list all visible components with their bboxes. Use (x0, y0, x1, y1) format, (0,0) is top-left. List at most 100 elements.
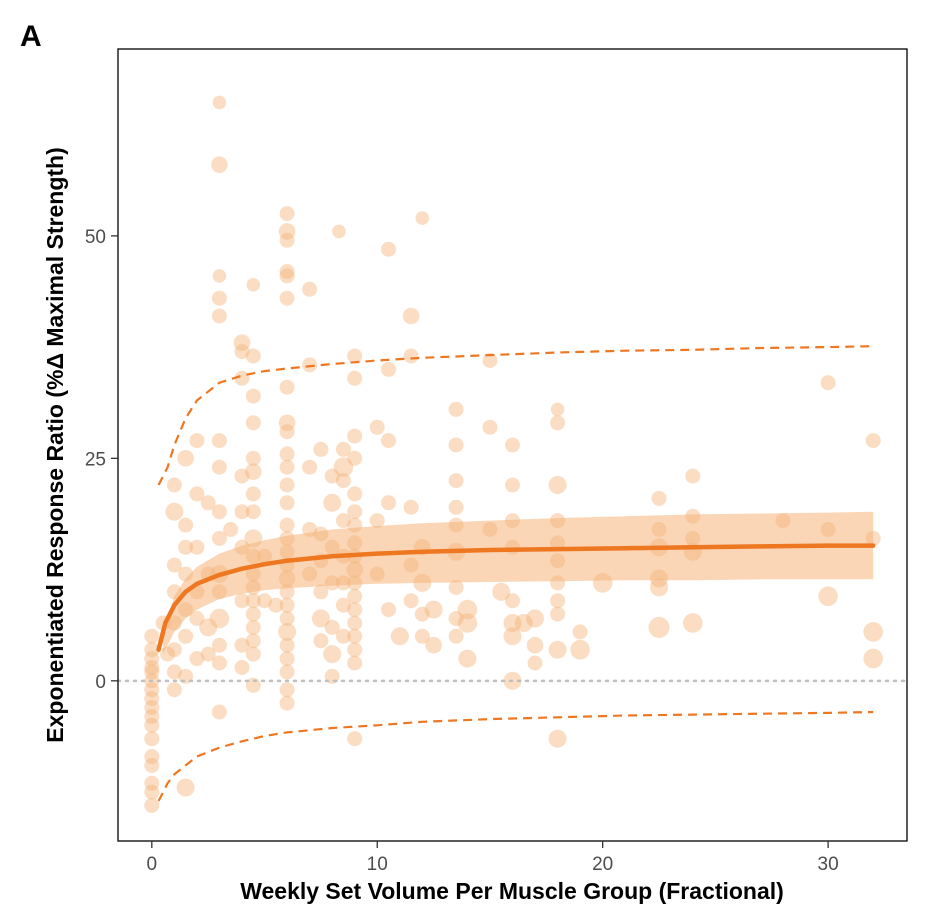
data-point-65 (234, 504, 250, 520)
data-point-92 (278, 223, 296, 240)
data-point-165 (369, 566, 385, 582)
data-point-226 (651, 490, 667, 506)
data-point-154 (346, 561, 364, 578)
data-point-203 (505, 539, 520, 555)
data-point-176 (403, 593, 419, 609)
data-point-110 (279, 597, 295, 613)
data-point-222 (548, 729, 567, 748)
data-point-164 (369, 513, 385, 529)
data-point-53 (211, 530, 227, 546)
data-point-172 (402, 307, 420, 325)
data-point-240 (818, 586, 838, 607)
data-point-131 (324, 539, 340, 555)
data-point-14 (144, 651, 160, 667)
data-point-85 (245, 633, 261, 649)
data-point-88 (257, 548, 272, 564)
data-point-171 (390, 627, 409, 646)
data-point-45 (212, 95, 227, 110)
data-point-7 (144, 708, 160, 724)
x-axis-title: Weekly Set Volume Per Muscle Group (Frac… (240, 878, 784, 904)
data-point-78 (244, 529, 263, 548)
data-point-69 (234, 660, 250, 675)
data-point-181 (414, 628, 430, 644)
data-point-9 (144, 691, 160, 707)
points-layer (144, 95, 883, 813)
data-point-177 (415, 211, 430, 225)
data-point-146 (347, 370, 363, 386)
data-point-192 (448, 628, 464, 644)
data-point-74 (245, 450, 261, 466)
data-point-150 (347, 504, 363, 520)
data-point-33 (178, 628, 194, 644)
data-point-23 (166, 615, 182, 631)
data-point-94 (279, 264, 295, 279)
data-point-75 (245, 463, 262, 481)
data-point-140 (335, 513, 351, 529)
data-point-167 (381, 361, 396, 377)
data-point-231 (648, 616, 670, 638)
data-point-180 (414, 606, 430, 622)
data-point-120 (302, 459, 318, 475)
data-point-79 (245, 548, 261, 564)
data-point-81 (245, 579, 261, 595)
data-point-195 (458, 649, 477, 668)
data-point-95 (279, 268, 295, 284)
data-point-129 (324, 468, 340, 484)
data-point-184 (448, 401, 464, 417)
data-point-80 (245, 566, 261, 582)
data-point-221 (548, 640, 567, 659)
data-point-48 (211, 290, 227, 306)
data-point-183 (425, 636, 442, 654)
data-point-44 (200, 646, 216, 662)
data-point-98 (278, 414, 296, 432)
data-point-232 (685, 468, 701, 484)
data-point-139 (335, 473, 351, 489)
data-point-160 (347, 642, 363, 658)
data-point-12 (144, 664, 160, 680)
data-point-175 (403, 557, 419, 573)
data-point-136 (332, 224, 346, 239)
data-point-194 (457, 613, 478, 633)
data-point-205 (503, 614, 522, 632)
data-point-2 (144, 775, 160, 791)
data-point-118 (302, 281, 318, 297)
data-point-20 (165, 502, 184, 521)
data-point-66 (234, 539, 250, 555)
data-point-18 (160, 646, 176, 662)
data-point-27 (176, 778, 195, 797)
prediction-interval-lower-line (157, 710, 874, 802)
data-point-143 (335, 597, 351, 613)
data-point-157 (347, 602, 363, 618)
data-point-216 (550, 535, 566, 551)
data-point-126 (313, 584, 329, 600)
y-tick-label-0: 0 (95, 672, 106, 693)
y-axis-title: Exponentiated Response Ratio (%Δ Maximal… (42, 147, 68, 742)
data-point-5 (144, 731, 160, 747)
data-point-61 (233, 334, 251, 352)
x-tick-label-20: 20 (592, 854, 613, 875)
data-point-161 (347, 655, 363, 671)
data-point-50 (211, 433, 227, 449)
data-point-122 (302, 566, 318, 582)
data-point-124 (313, 526, 329, 542)
data-point-57 (211, 637, 227, 653)
data-point-225 (592, 573, 613, 593)
data-point-19 (166, 477, 182, 493)
data-point-151 (347, 517, 363, 533)
data-point-200 (505, 437, 520, 453)
data-point-4 (144, 749, 160, 764)
data-point-39 (189, 611, 205, 626)
data-point-217 (550, 553, 566, 569)
data-point-190 (448, 579, 464, 595)
data-point-109 (279, 584, 295, 600)
data-point-22 (166, 584, 182, 600)
data-point-10 (144, 682, 160, 698)
data-point-166 (381, 241, 396, 257)
data-point-159 (347, 628, 363, 644)
data-point-101 (279, 459, 295, 475)
interval-layer (157, 345, 874, 802)
y-tick-label-50: 50 (85, 227, 106, 248)
data-point-241 (865, 433, 881, 449)
data-point-187 (448, 499, 464, 515)
